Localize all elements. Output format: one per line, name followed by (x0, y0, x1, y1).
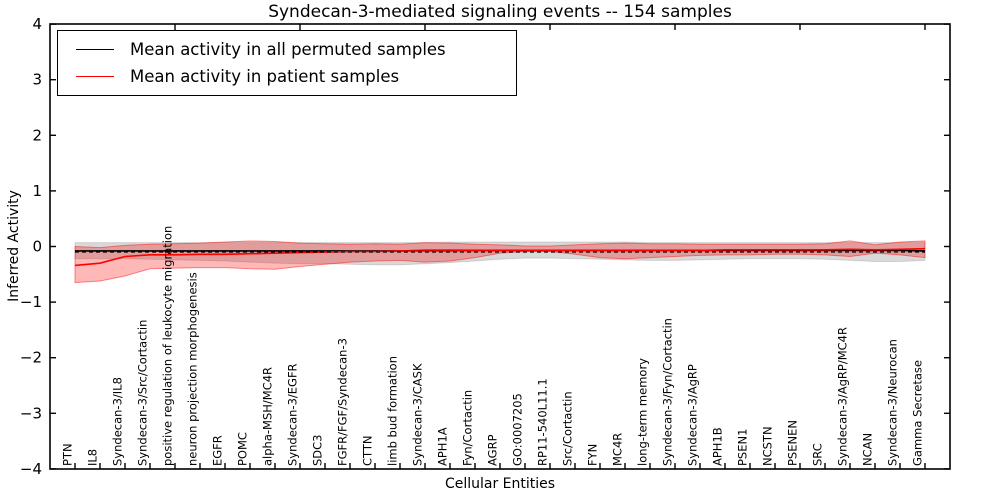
x-category-label: Src/Cortactin (561, 391, 575, 466)
x-category-label: AGRP (486, 434, 500, 466)
x-category-label: APH1A (436, 427, 450, 466)
x-category-label: PTN (61, 443, 75, 466)
x-category-label: MC4R (611, 433, 625, 466)
x-category-label: PSENEN (786, 420, 800, 466)
x-category-label: CTTN (361, 436, 375, 466)
x-category-label: POMC (236, 432, 250, 466)
permuted-line-sample-icon (76, 48, 114, 50)
x-category-label: APH1B (711, 427, 725, 466)
chart-title: Syndecan-3-mediated signaling events -- … (268, 2, 732, 22)
x-category-label: Gamma Secretase (911, 360, 925, 466)
x-category-label: Syndecan-3/AgRP (686, 364, 700, 466)
x-category-label: positive regulation of leukocyte migrati… (161, 226, 175, 466)
x-category-label: FYN (586, 444, 600, 466)
x-category-label: alpha-MSH/MC4R (261, 367, 275, 466)
x-category-label: limb bud formation (386, 356, 400, 466)
x-category-label: Syndecan-3/Src/Cortactin (136, 320, 150, 466)
legend: Mean activity in all permuted samples Me… (57, 30, 517, 96)
x-category-label: Fyn/Cortactin (461, 390, 475, 466)
legend-entry-permuted: Mean activity in all permuted samples (58, 40, 516, 59)
y-tick-label: 2 (32, 126, 42, 144)
patient-line-sample-icon (76, 76, 114, 78)
x-axis-label: Cellular Entities (444, 476, 556, 492)
legend-label-patient: Mean activity in patient samples (130, 67, 400, 87)
y-tick-label: 4 (32, 15, 42, 33)
permuted-samples-range-band (74, 241, 926, 266)
series-line-1 (74, 247, 926, 267)
y-tick-label: 0 (32, 238, 42, 256)
patient-samples-range-band (74, 240, 926, 284)
y-tick-label: −4 (20, 460, 42, 478)
x-category-label: PSEN1 (736, 429, 750, 466)
x-category-label: Syndecan-3/IL8 (111, 377, 125, 466)
y-tick-label: 3 (32, 71, 42, 89)
legend-label-permuted: Mean activity in all permuted samples (130, 39, 446, 59)
x-category-label: Syndecan-3/AgRP/MC4R (836, 327, 850, 466)
x-category-label: Syndecan-3/Neurocan (886, 339, 900, 466)
y-tick-label: 1 (32, 182, 42, 200)
y-tick-label: −1 (20, 293, 42, 311)
x-category-label: NCAN (861, 433, 875, 466)
x-category-label: Syndecan-3/CASK (411, 363, 425, 466)
x-category-label: FGFR/FGF/Syndecan-3 (336, 338, 350, 466)
x-category-label: NCSTN (761, 426, 775, 466)
x-category-label: GO:0007205 (511, 393, 525, 466)
legend-entry-patient: Mean activity in patient samples (58, 67, 516, 86)
x-category-label: long-term memory (636, 358, 650, 466)
x-category-label: neuron projection morphogenesis (186, 272, 200, 466)
x-category-label: Syndecan-3/Fyn/Cortactin (661, 318, 675, 466)
x-category-label: EGFR (211, 435, 225, 466)
x-category-label: SRC (811, 443, 825, 466)
x-category-label: Syndecan-3/EGFR (286, 363, 300, 466)
x-category-label: RP11-540L11.1 (536, 378, 550, 466)
y-tick-label: −3 (20, 404, 42, 422)
y-tick-label: −2 (20, 349, 42, 367)
x-category-label: SDC3 (311, 434, 325, 466)
x-category-label: IL8 (86, 449, 100, 466)
y-axis-label: Inferred Activity (6, 190, 22, 302)
